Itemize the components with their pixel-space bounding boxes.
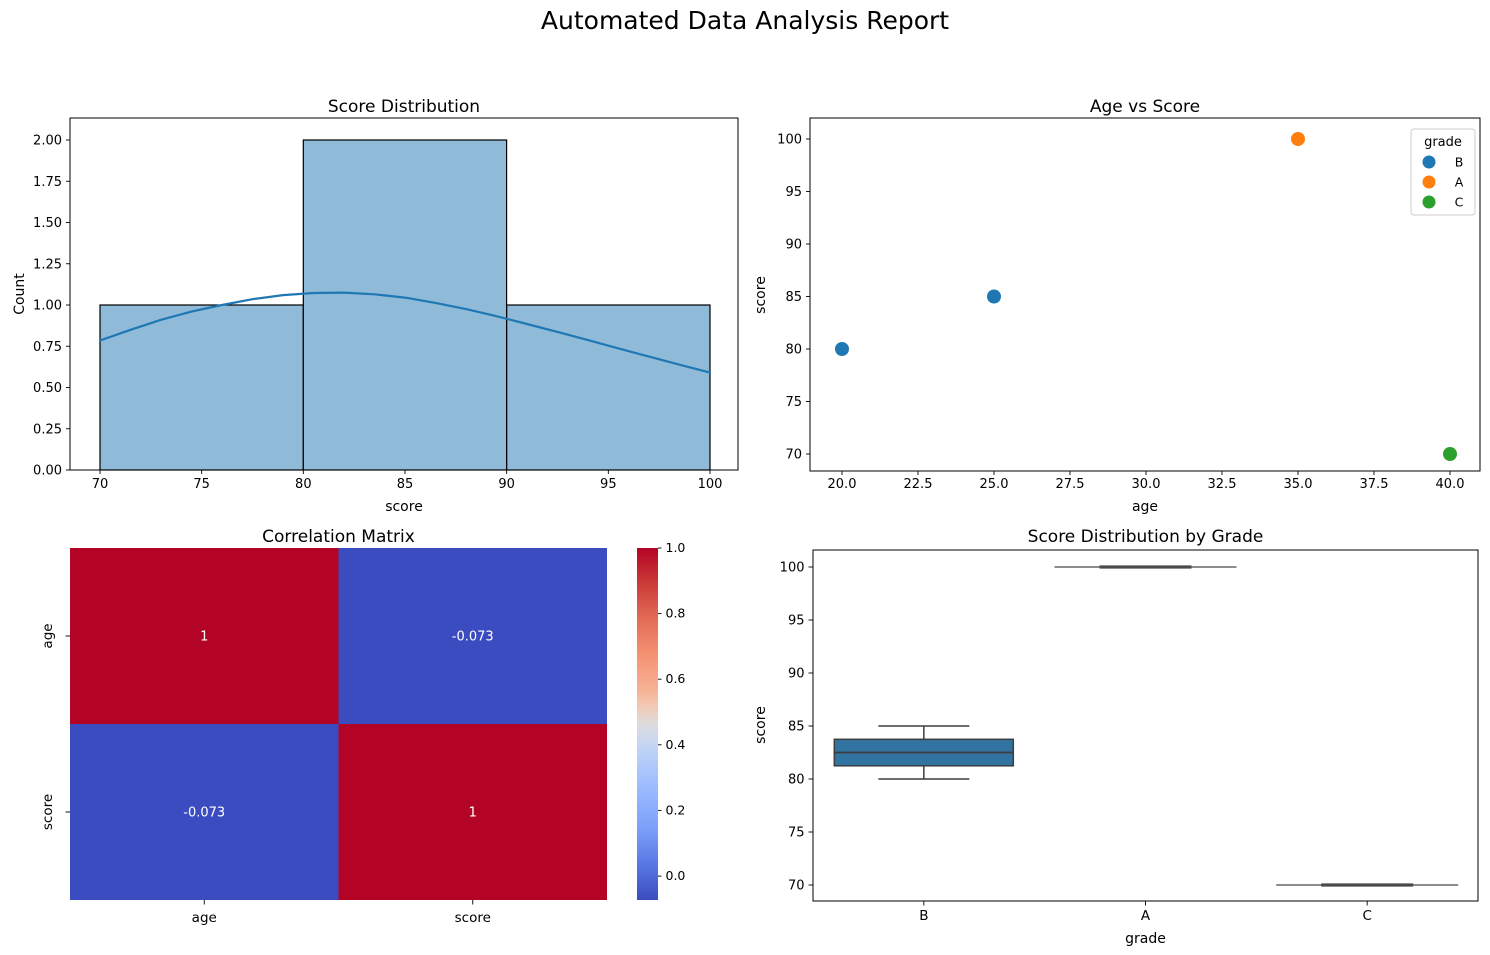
y-tick-label: 0.25 — [33, 422, 62, 437]
y-axis-label: score — [753, 706, 769, 744]
heatmap-value: 1 — [469, 806, 477, 821]
y-tick-label: 70 — [785, 448, 802, 463]
y-tick-label: 100 — [777, 133, 802, 148]
x-tick-label: 35.0 — [1284, 477, 1313, 492]
y-tick-label: 80 — [788, 773, 805, 788]
y-tick-label: 0.00 — [33, 464, 62, 479]
x-axis-label: score — [385, 499, 423, 515]
x-tick-label: 37.5 — [1360, 477, 1389, 492]
x-tick-label: 95 — [600, 477, 617, 492]
y-tick-label: 75 — [785, 395, 802, 410]
colorbar-tick-label: 0.4 — [666, 737, 686, 752]
x-tick-label: 90 — [498, 477, 515, 492]
y-tick-label: 1.00 — [33, 299, 62, 314]
y-tick-label: 95 — [785, 185, 802, 200]
colorbar-tick-label: 0.6 — [666, 671, 686, 686]
correlation-matrix-chart: 1 -0.073 -0.073 1 age age score score 1.0 0.8 0.6 0… — [40, 527, 686, 926]
score-by-grade-chart: B A C 70 75 80 85 90 95 100 Score Distribution by … — [753, 527, 1479, 947]
colorbar-tick-label: 0.2 — [666, 802, 686, 817]
heatmap-col-label: score — [455, 910, 491, 926]
y-tick-label: 1.75 — [33, 175, 62, 190]
legend-label-A: A — [1455, 175, 1464, 190]
x-tick-label: C — [1362, 908, 1371, 924]
x-tick-label: 80 — [295, 477, 312, 492]
legend-box — [1410, 128, 1476, 216]
y-tick-label: 1.50 — [33, 216, 62, 231]
legend-label-B: B — [1455, 155, 1464, 170]
scatter-point-B — [835, 342, 849, 356]
histogram-bar — [99, 304, 304, 471]
heatmap-row-label: score — [40, 794, 56, 830]
legend-title: grade — [1424, 135, 1462, 150]
y-tick-label: 95 — [788, 614, 805, 629]
plot-border — [69, 117, 739, 471]
x-tick-label: 32.5 — [1208, 477, 1237, 492]
plot-border — [809, 117, 1481, 472]
scatter-point-C — [1443, 447, 1457, 461]
y-tick-label: 100 — [780, 561, 805, 576]
report-title: Automated Data Analysis Report — [540, 6, 950, 35]
y-tick-label: 2.00 — [33, 134, 62, 149]
colorbar-tick-label: 1.0 — [666, 540, 686, 555]
x-axis-label: grade — [1125, 931, 1166, 947]
legend-marker-B — [1422, 155, 1436, 169]
x-tick-label: 75 — [193, 477, 210, 492]
x-tick-label: 30.0 — [1132, 477, 1161, 492]
heatmap-col-label: age — [192, 910, 217, 926]
scatter-point-A — [1291, 132, 1305, 146]
x-tick-label: 40.0 — [1436, 477, 1465, 492]
chart-title: Correlation Matrix — [262, 527, 415, 547]
y-axis-label: Count — [12, 273, 28, 315]
y-tick-label: 0.50 — [33, 381, 62, 396]
x-tick-label: 25.0 — [980, 477, 1009, 492]
heatmap-row-label: age — [40, 623, 56, 648]
chart-title: Score Distribution — [328, 97, 480, 117]
colorbar — [637, 548, 658, 900]
y-tick-label: 0.75 — [33, 340, 62, 355]
y-tick-label: 90 — [785, 238, 802, 253]
y-tick-label: 85 — [788, 720, 805, 735]
y-tick-label: 85 — [785, 290, 802, 305]
heatmap-cell-age-score — [338, 548, 607, 724]
legend-marker-C — [1422, 195, 1436, 209]
scatter-point-B — [987, 289, 1001, 304]
chart-title: Age vs Score — [1090, 97, 1200, 117]
score-distribution-chart: 70 75 80 85 90 95 100 0.00 0.25 0.50 0.75 1.00 1.25 1… — [12, 97, 739, 515]
legend-label-C: C — [1455, 195, 1464, 210]
x-tick-label: 70 — [92, 477, 109, 492]
heatmap-cell-score-score — [338, 724, 607, 900]
colorbar-tick-label: 0.0 — [666, 868, 686, 883]
x-tick-label: B — [919, 908, 928, 924]
heatmap-value: -0.073 — [452, 630, 494, 645]
heatmap-cell-age-age — [70, 548, 339, 724]
y-tick-label: 1.25 — [33, 257, 62, 272]
x-tick-label: 22.5 — [904, 477, 933, 492]
x-axis-label: age — [1132, 499, 1158, 515]
heatmap-value: 1 — [200, 630, 208, 645]
y-axis-label: score — [753, 276, 769, 314]
heatmap-cell-score-age — [70, 724, 339, 900]
kde-curve — [98, 291, 712, 374]
histogram-bar — [302, 139, 508, 471]
legend: grade BAC — [1410, 128, 1476, 216]
colorbar-tick-label: 0.8 — [666, 606, 686, 621]
x-tick-label: A — [1141, 908, 1151, 924]
y-tick-label: 80 — [785, 343, 802, 358]
chart-title: Score Distribution by Grade — [1028, 527, 1264, 547]
age-vs-score-chart: 20.0 22.5 25.0 27.5 30.0 32.5 35.0 37.5 40.0 70 75… — [753, 97, 1481, 515]
histogram-bar — [506, 304, 711, 471]
x-tick-label: 27.5 — [1056, 477, 1085, 492]
y-tick-label: 70 — [788, 879, 805, 894]
x-tick-label: 100 — [698, 477, 723, 492]
y-tick-label: 90 — [788, 667, 805, 682]
x-tick-label: 85 — [397, 477, 414, 492]
legend-marker-A — [1422, 175, 1436, 189]
heatmap-value: -0.073 — [183, 806, 225, 821]
x-tick-label: 20.0 — [828, 477, 857, 492]
y-tick-label: 75 — [788, 826, 805, 841]
